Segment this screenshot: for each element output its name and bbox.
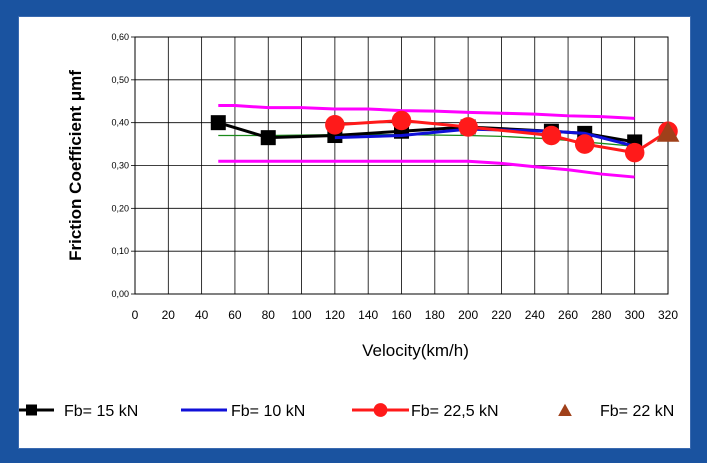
x-tick-label: 140 (358, 308, 378, 322)
legend-label: Fb= 15 kN (64, 403, 138, 420)
tick-layer: 0 20 40 60 80 100 120 140 160 180 200 220 240 260 280 3… (111, 32, 678, 322)
x-tick-label: 80 (262, 308, 276, 322)
x-tick-label: 120 (325, 308, 345, 322)
chart-svg: 0 20 40 60 80 100 120 140 160 180 200 220 240 260 280 3… (19, 32, 680, 420)
y-tick-label: 0,10 (111, 246, 129, 256)
data-point (541, 125, 562, 146)
legend-item-1: Fb= 15 kN (19, 403, 138, 420)
x-tick-label: 40 (195, 308, 209, 322)
x-tick-label: 160 (391, 308, 411, 322)
x-tick-label: 0 (132, 308, 139, 322)
x-tick-label: 60 (228, 308, 242, 322)
plot-area-border (134, 36, 669, 295)
chart-panel: 0 20 40 60 80 100 120 140 160 180 200 220 240 260 280 3… (18, 16, 691, 449)
legend-label: Fb= 22,5 kN (411, 403, 499, 420)
legend-item-2: Fb= 10 kN (181, 403, 305, 420)
data-point (574, 134, 595, 154)
y-axis-title: Friction Coefficient μmf (66, 70, 85, 261)
legend: Fb= 15 kN Fb= 10 kN Fb= 22,5 kN Fb= 22 kN (19, 403, 674, 420)
data-point (458, 117, 478, 137)
data-point (260, 130, 276, 146)
legend-item-3: Fb= 22,5 kN (352, 403, 499, 420)
data-point (325, 115, 345, 135)
x-tick-label: 320 (658, 308, 678, 322)
data-point (656, 121, 680, 142)
y-tick-label: 0,60 (111, 32, 129, 42)
x-tick-label: 100 (292, 308, 312, 322)
legend-marker (26, 404, 37, 416)
grid-layer (131, 36, 669, 295)
data-point (391, 110, 412, 131)
data-point (210, 115, 226, 131)
x-tick-label: 20 (162, 308, 176, 322)
legend-label: Fb= 22 kN (600, 403, 674, 420)
legend-label: Fb= 10 kN (231, 403, 305, 420)
legend-marker (558, 403, 572, 417)
legend-marker (373, 403, 388, 417)
x-tick-label: 300 (625, 308, 645, 322)
y-tick-label: 0,30 (111, 161, 129, 171)
lower-envelope-line (218, 159, 635, 179)
y-tick-label: 0,40 (111, 118, 129, 128)
x-tick-label: 180 (425, 308, 445, 322)
x-tick-label: 240 (525, 308, 545, 322)
y-tick-label: 0,50 (111, 75, 129, 85)
upper-envelope-line (218, 104, 635, 120)
y-tick-label: 0,20 (111, 203, 129, 213)
legend-item-4: Fb= 22 kN (558, 403, 674, 420)
data-point (624, 142, 645, 163)
series-4 (656, 121, 680, 142)
x-tick-label: 220 (491, 308, 511, 322)
x-tick-label: 200 (458, 308, 478, 322)
series-3 (325, 110, 678, 163)
series-layer (210, 110, 680, 163)
x-axis-title: Velocity(km/h) (362, 341, 469, 360)
y-tick-label: 0,00 (111, 289, 129, 299)
x-tick-label: 260 (558, 308, 578, 322)
x-tick-label: 280 (591, 308, 611, 322)
